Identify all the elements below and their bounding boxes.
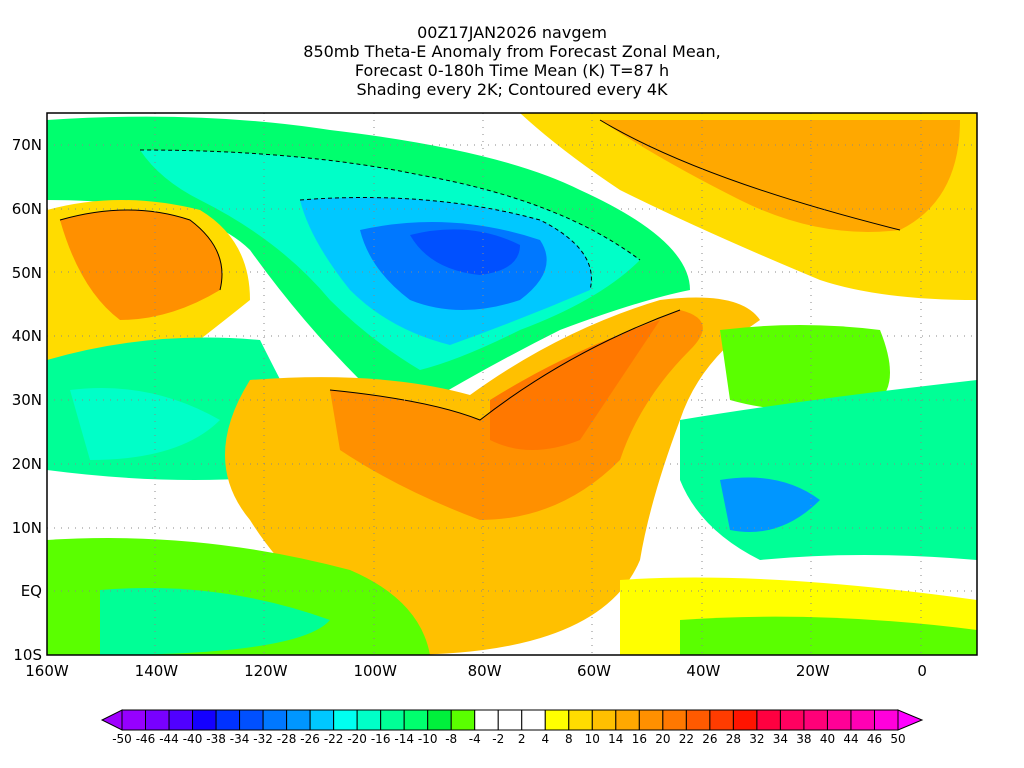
colorbar-swatch — [779, 709, 805, 731]
colorbar-label: 44 — [843, 732, 859, 746]
colorbar-label: -20 — [347, 732, 367, 746]
colorbar-label: -32 — [253, 732, 273, 746]
colorbar-swatch — [286, 709, 311, 731]
colorbar-label: 14 — [608, 732, 624, 746]
colorbar-label: -44 — [159, 732, 179, 746]
colorbar-label: -2 — [492, 732, 505, 746]
colorbar-swatch — [873, 709, 899, 731]
colorbar-label: -34 — [229, 732, 250, 746]
colorbar-over-arrow — [897, 709, 924, 731]
lat-tick-label: 30N — [11, 391, 42, 409]
colorbar-swatch — [756, 709, 781, 731]
colorbar-label: 46 — [866, 732, 883, 746]
lat-tick-label: 20N — [11, 454, 42, 473]
colorbar-label: -4 — [468, 732, 481, 746]
title-line: Shading every 2K; Contoured every 4K — [356, 80, 668, 99]
colorbar-swatch — [803, 709, 828, 731]
colorbar-label: -40 — [182, 732, 203, 746]
colorbar-label: 10 — [584, 732, 600, 746]
colorbar — [100, 709, 924, 731]
colorbar-label: 8 — [564, 732, 573, 746]
lon-tick-label: 40W — [686, 662, 721, 680]
title-line: Forecast 0-180h Time Mean (K) T=87 h — [354, 61, 670, 80]
title-line: 00Z17JAN2026 navgem — [417, 23, 607, 42]
colorbar-swatch — [309, 709, 335, 731]
lat-tick-label: 70N — [11, 136, 42, 154]
colorbar-swatch — [239, 709, 264, 731]
colorbar-swatch — [380, 709, 405, 731]
colorbar-label: -22 — [323, 732, 344, 746]
title-line: 850mb Theta-E Anomaly from Forecast Zona… — [303, 42, 721, 61]
plot-frame — [46, 112, 978, 656]
colorbar-label: 38 — [796, 732, 812, 746]
lon-tick-label: 0 — [917, 662, 927, 680]
lon-tick-label: 80W — [467, 662, 502, 680]
lat-tick-label: 40N — [11, 327, 42, 346]
colorbar-label: 22 — [678, 732, 694, 746]
colorbar-swatch — [850, 709, 875, 731]
colorbar-swatch — [450, 709, 476, 731]
colorbar-label: -8 — [445, 732, 458, 746]
colorbar-label: 16 — [631, 732, 647, 746]
colorbar-label: 50 — [890, 732, 906, 746]
lat-tick-label: EQ — [20, 582, 42, 601]
colorbar-label: -38 — [206, 732, 226, 746]
colorbar-swatch — [568, 709, 593, 731]
colorbar-swatch — [638, 709, 664, 731]
colorbar-swatch — [497, 709, 523, 731]
colorbar-label: 20 — [655, 732, 671, 746]
colorbar-label: 26 — [702, 732, 718, 746]
colorbar-swatch — [544, 709, 570, 731]
colorbar-label: 4 — [541, 732, 550, 746]
colorbar-label: -26 — [300, 732, 320, 746]
colorbar-label: 28 — [725, 732, 742, 746]
colorbar-label: -14 — [394, 732, 414, 746]
lon-tick-label: 60W — [577, 662, 611, 680]
colorbar-swatch — [662, 709, 687, 731]
colorbar-label: -10 — [417, 732, 438, 746]
colorbar-swatch — [615, 709, 640, 731]
colorbar-swatch — [356, 709, 382, 731]
colorbar-label: -28 — [276, 732, 297, 746]
shaded-field — [47, 113, 977, 655]
colorbar-swatch — [732, 709, 758, 731]
colorbar-swatch — [685, 709, 711, 731]
lon-tick-label: 20W — [795, 662, 830, 680]
lat-tick-label: 60N — [11, 199, 42, 218]
colorbar-swatch — [521, 709, 546, 731]
lon-tick-label: 140W — [134, 662, 179, 680]
colorbar-swatch — [474, 709, 499, 731]
colorbar-label: 40 — [819, 732, 836, 746]
colorbar-label: 34 — [772, 732, 789, 746]
colorbar-swatch — [826, 709, 852, 731]
colorbar-label: 2 — [517, 732, 526, 746]
colorbar-swatch — [262, 709, 288, 731]
colorbar-label: 32 — [749, 732, 765, 746]
lat-tick-label: 10S — [13, 646, 42, 664]
colorbar-under-arrow — [100, 709, 123, 731]
colorbar-swatch — [403, 709, 429, 731]
colorbar-swatch — [333, 709, 358, 731]
lat-tick-label: 50N — [11, 263, 42, 282]
lat-tick-label: 10N — [11, 518, 42, 537]
colorbar-swatch — [709, 709, 734, 731]
lon-tick-label: 160W — [25, 662, 69, 680]
colorbar-swatch — [168, 709, 194, 731]
lon-tick-label: 120W — [244, 662, 288, 680]
lon-tick-label: 100W — [353, 662, 397, 680]
colorbar-label: -16 — [370, 732, 391, 746]
colorbar-swatch — [215, 709, 241, 731]
colorbar-swatch — [427, 709, 452, 731]
colorbar-label: -46 — [135, 732, 156, 746]
colorbar-swatch — [121, 709, 147, 731]
colorbar-swatch — [192, 709, 217, 731]
colorbar-label: -50 — [112, 732, 132, 746]
colorbar-swatch — [145, 709, 170, 731]
colorbar-swatch — [591, 709, 617, 731]
